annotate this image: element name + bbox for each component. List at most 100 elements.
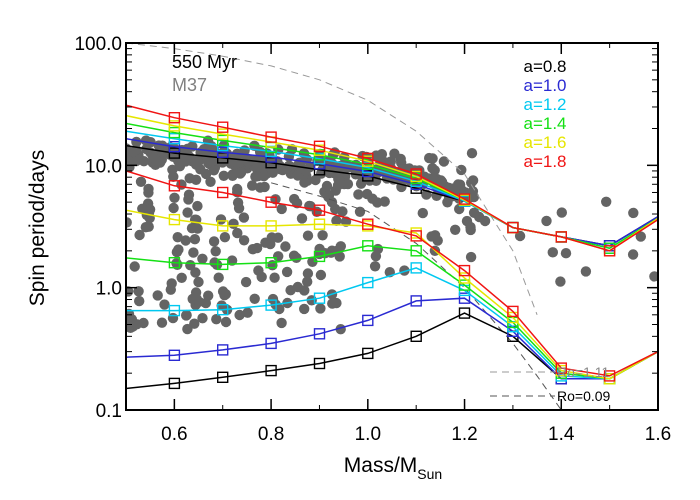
x-tick-label: 1.6: [645, 424, 671, 445]
model-point-fast-0: [410, 330, 422, 342]
observed-star-point: [417, 207, 428, 219]
observed-star-point: [134, 229, 145, 241]
observed-star-point: [424, 152, 435, 164]
observed-star-point: [180, 235, 191, 246]
observed-star-point: [153, 140, 164, 151]
observed-star-point: [189, 234, 201, 245]
model-point-fast-3: [362, 240, 374, 252]
observed-star-point: [210, 246, 221, 257]
observed-star-point: [187, 141, 198, 152]
observed-star-point: [183, 189, 195, 200]
observed-star-point: [181, 309, 192, 321]
model-point-fast-0: [265, 364, 277, 377]
legend: a=0.8a=1.0a=1.2a=1.4a=1.6a=1.8: [523, 57, 566, 171]
model-point-slow-5: [216, 121, 229, 133]
x-tick-label: 0.8: [258, 424, 284, 445]
observed-star-point: [126, 217, 132, 228]
observed-star-point: [266, 232, 277, 243]
model-point-fast-3: [216, 258, 229, 271]
observed-star-point: [219, 232, 231, 243]
observed-star-point: [296, 213, 308, 224]
observed-star-point: [235, 167, 247, 178]
observed-star-point: [635, 231, 646, 242]
model-point-slow-5: [410, 168, 422, 180]
model-point-fast-1: [362, 314, 374, 327]
observed-star-point: [452, 179, 464, 190]
ticks-layer: 0.6 0.8 1.0 1.2 1.4 1.6 0.1 1.0 10.0 100.0: [74, 34, 671, 445]
observed-star-point: [213, 272, 224, 283]
model-point-fast-1: [216, 344, 229, 356]
observed-star-point: [226, 255, 238, 266]
observed-star-point: [269, 272, 280, 283]
observed-star-point: [240, 276, 252, 288]
observed-star-point: [185, 260, 196, 271]
observed-star-point: [467, 186, 479, 197]
observed-star-point: [432, 235, 443, 246]
model-point-fast-0: [313, 357, 326, 370]
observed-star-point: [144, 204, 156, 215]
observed-star-point: [250, 171, 261, 182]
observed-star-point: [190, 267, 201, 278]
observed-star-point: [556, 207, 567, 218]
rossby-legend-label-1: Ro=0.09: [557, 388, 611, 404]
model-point-fast-5: [313, 204, 326, 216]
model-point-fast-5: [410, 230, 422, 242]
rossby-legend-label-0: Ro=1.11: [557, 364, 609, 380]
model-point-fast-3: [265, 257, 277, 269]
observed-star-point: [131, 155, 142, 167]
observed-star-point: [555, 276, 566, 287]
model-point-fast-5: [507, 305, 519, 318]
model-line-fast-3: [126, 245, 658, 380]
legend-entry-3: a=1.4: [523, 114, 566, 133]
observed-star-point: [302, 230, 314, 241]
model-line-slow-5: [126, 104, 658, 252]
model-point-slow-4: [216, 128, 229, 140]
observed-star-point: [129, 261, 140, 272]
observed-star-point: [436, 176, 448, 188]
observed-star-point: [323, 189, 335, 201]
observed-star-point: [342, 178, 354, 190]
model-point-slow-3: [216, 134, 229, 147]
model-line-fast-2: [126, 267, 658, 380]
observed-star-point: [292, 170, 303, 181]
observed-star-point: [281, 266, 293, 278]
model-line-fast-1: [126, 297, 658, 380]
model-point-fast-5: [265, 196, 277, 208]
observed-star-point: [192, 223, 203, 234]
observed-star-point: [216, 300, 227, 311]
observed-star-point: [218, 170, 229, 181]
observed-star-point: [238, 235, 250, 246]
observed-star-point: [541, 215, 552, 227]
observed-star-point: [317, 230, 328, 241]
legend-entry-0: a=0.8: [523, 57, 566, 76]
model-point-fast-4: [458, 272, 471, 284]
observed-star-point: [199, 149, 211, 160]
model-point-fast-3: [313, 250, 326, 263]
observed-star-point: [242, 156, 253, 167]
observed-star-point: [649, 271, 658, 282]
rossby-legend: Ro=1.11 Ro=0.09: [490, 364, 611, 404]
y-axis-title: Spin period/days: [26, 150, 49, 306]
observed-star-point: [314, 243, 325, 255]
observed-star-point: [182, 323, 193, 335]
observed-star-point: [288, 250, 300, 261]
observed-star-point: [176, 272, 187, 283]
model-point-fast-1: [313, 328, 326, 340]
observed-star-point: [337, 206, 348, 217]
observed-star-point: [560, 248, 572, 259]
observed-star-point: [180, 155, 191, 166]
model-point-fast-5: [362, 218, 374, 230]
observed-star-point: [172, 232, 183, 243]
observed-star-point: [152, 290, 163, 301]
observed-star-point: [335, 241, 346, 252]
observed-star-point: [547, 247, 558, 258]
observed-star-point: [211, 314, 222, 325]
observed-star-point: [251, 242, 263, 254]
legend-entry-1: a=1.0: [523, 76, 566, 95]
observed-star-point: [302, 268, 314, 279]
model-point-fast-0: [168, 377, 181, 390]
x-tick-label: 1.4: [548, 424, 575, 445]
model-point-fast-2: [168, 304, 181, 317]
model-point-slow-2: [168, 132, 181, 145]
model-point-slow-5: [168, 111, 181, 124]
